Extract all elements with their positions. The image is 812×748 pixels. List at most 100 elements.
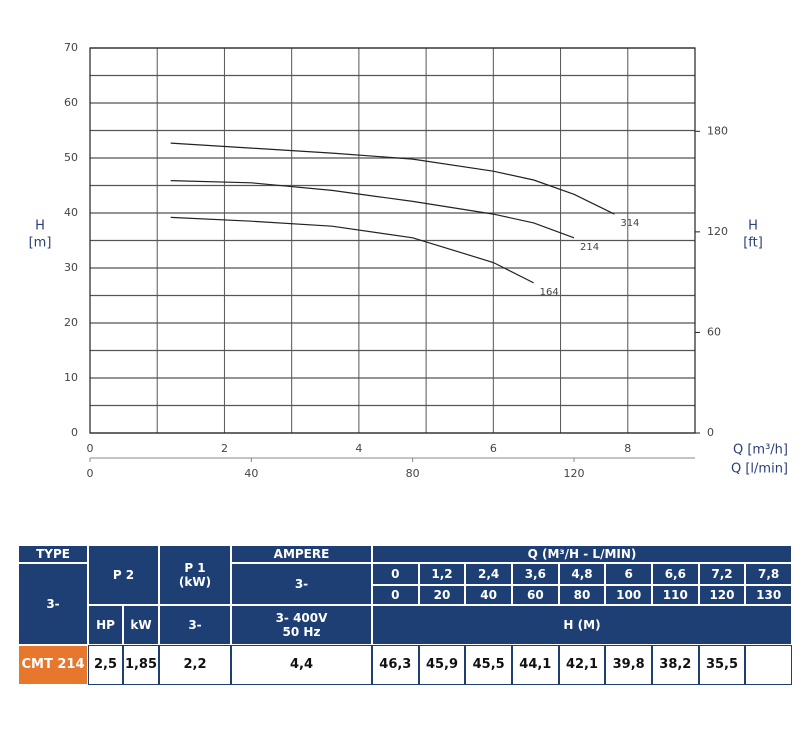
cell-text: 35,5 [705, 657, 739, 672]
table-cell: 3,6 [512, 563, 559, 585]
table-cell: 2,2 [159, 645, 231, 685]
y2-tick-label: 120 [707, 225, 728, 238]
table-cell: 45,5 [465, 645, 512, 685]
table-cell: 0 [372, 585, 419, 605]
cell-text: 2,5 [93, 657, 118, 672]
cell-text: kW [130, 618, 152, 632]
cell-text: AMPERE [273, 547, 330, 561]
table-cell: 6 [605, 563, 652, 585]
x-tick-label: 6 [490, 442, 497, 455]
cell-text: 3,6 [524, 567, 546, 581]
y-tick-label: 50 [64, 151, 78, 164]
y-tick-label: 70 [64, 41, 78, 54]
x2-tick-label: 0 [87, 467, 94, 480]
table-cell: 44,1 [512, 645, 559, 685]
curve [170, 216, 534, 284]
cell-text: CMT 214 [21, 657, 85, 672]
table-cell: 60 [512, 585, 559, 605]
table-cell: 45,9 [418, 645, 466, 685]
table-cell: 2,4 [465, 563, 512, 585]
table-cell: 100 [605, 585, 652, 605]
x2-tick-label: 40 [244, 467, 258, 480]
table-cell: H (M) [372, 605, 792, 645]
cell-text: 0 [391, 567, 400, 581]
cell-text: 40 [480, 588, 497, 602]
cell-text: 60 [526, 588, 544, 602]
table-cell: 2,5 [88, 645, 123, 685]
table-cell: 4,8 [558, 563, 606, 585]
x-tick-label: 4 [355, 442, 362, 455]
x-tick-label: 0 [87, 442, 94, 455]
table-cell: 20 [418, 585, 466, 605]
table-cell: CMT 214 [18, 645, 88, 685]
table-cell: 46,3 [372, 645, 419, 685]
cell-text: 44,1 [519, 657, 552, 672]
table-cell: 3- [159, 605, 231, 645]
cell-text: 38,2 [659, 657, 692, 672]
table-cell: 35,5 [698, 645, 746, 685]
y-tick-label: 0 [71, 426, 78, 439]
table-cell [745, 645, 792, 685]
table-cell: 6,6 [652, 563, 699, 585]
curve [170, 142, 615, 215]
table-cell: HP [88, 605, 123, 645]
curve-label: 214 [580, 242, 599, 253]
cell-text: 2,4 [478, 567, 500, 581]
y-tick-label: 40 [64, 206, 78, 219]
table-cell: 110 [652, 585, 699, 605]
x2-tick-label: 80 [406, 467, 420, 480]
cell-text: Q (M³/H - L/MIN) [527, 547, 637, 561]
cell-text: 6,6 [664, 567, 686, 581]
cell-text: 130 [756, 588, 782, 602]
y-tick-label: 10 [64, 371, 78, 384]
cell-text: 3- [188, 618, 202, 632]
y-axis-label: [m] [29, 236, 52, 251]
table-cell: 4,4 [231, 645, 372, 685]
table-cell: 3- [18, 563, 88, 645]
table-cell: 40 [465, 585, 512, 605]
x-tick-label: 2 [221, 442, 228, 455]
cell-text: 3- 400V [275, 611, 328, 625]
table-cell: P 2 [88, 545, 159, 605]
y-tick-label: 20 [64, 316, 78, 329]
cell-text: P 1 [184, 561, 206, 575]
table-cell: 120 [698, 585, 746, 605]
x2-tick-label: 120 [564, 467, 585, 480]
cell-text: (kW) [178, 575, 212, 589]
table-cell: 80 [558, 585, 606, 605]
cell-text: 20 [433, 588, 451, 602]
table-cell: TYPE [18, 545, 88, 563]
cell-text: 45,5 [472, 657, 505, 672]
cell-text: 120 [709, 588, 735, 602]
cell-text: 4,8 [571, 567, 593, 581]
table-cell: 0 [372, 563, 419, 585]
x2-axis-label: Q [l/min] [731, 462, 788, 477]
y-tick-label: 30 [64, 261, 78, 274]
y2-axis-label: H [748, 219, 758, 234]
table-cell: 3- 400V 50 Hz [231, 605, 372, 645]
cell-text: 110 [662, 588, 688, 602]
table-cell: 130 [745, 585, 792, 605]
cell-text: 42,1 [565, 657, 599, 672]
cell-text: 46,3 [379, 657, 412, 672]
cell-text: 1,85 [124, 657, 158, 672]
table-cell: 7,8 [745, 563, 792, 585]
cell-text: 3- [294, 577, 309, 591]
cell-text: P 2 [112, 568, 135, 582]
y2-tick-label: 0 [707, 426, 714, 439]
x-axis-label: Q [m³/h] [733, 443, 788, 458]
cell-text: 45,9 [425, 657, 459, 672]
table-cell: 42,1 [558, 645, 606, 685]
cell-text: HP [96, 618, 115, 632]
curve [170, 180, 575, 239]
cell-text: 7,8 [758, 567, 780, 581]
cell-text: H (M) [563, 618, 601, 632]
cell-text: 1,2 [431, 567, 453, 581]
y-axis-label: H [35, 219, 45, 234]
cell-text: 0 [391, 588, 400, 602]
table-cell: 1,2 [418, 563, 466, 585]
table-cell: 1,85 [123, 645, 159, 685]
chart: H [m] H [ft] Q [m³/h] Q [l/min] 01020304… [29, 41, 788, 480]
